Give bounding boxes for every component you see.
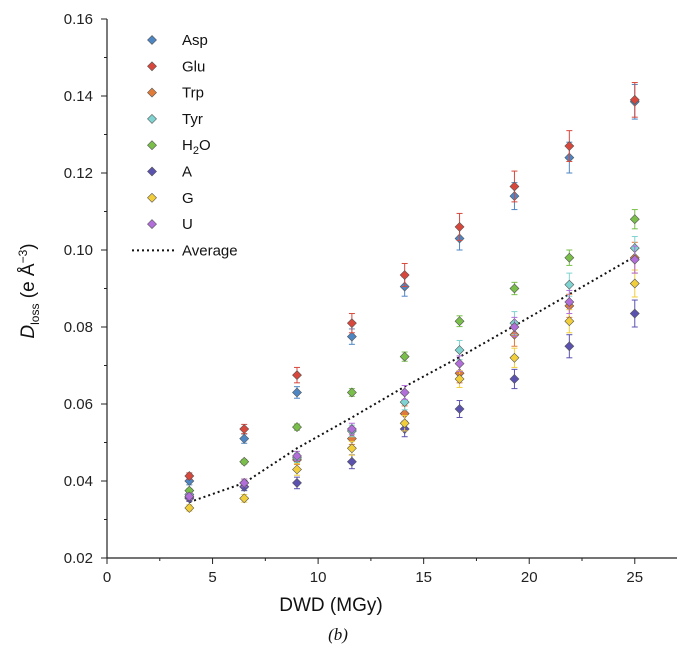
y-tick-label: 0.16 xyxy=(64,11,93,28)
data-point xyxy=(184,503,195,513)
series-4 xyxy=(184,236,640,500)
y-tick-label: 0.04 xyxy=(64,473,93,490)
data-point xyxy=(454,316,465,327)
data-point xyxy=(564,341,575,352)
legend-label: A xyxy=(182,164,192,181)
data-point xyxy=(292,370,302,381)
data-point xyxy=(292,451,302,461)
data-point xyxy=(564,252,575,263)
data-point xyxy=(346,456,357,467)
series-2 xyxy=(184,82,640,481)
y-axis-title-symbol: D xyxy=(18,325,39,339)
data-point xyxy=(629,308,640,319)
data-point xyxy=(564,297,575,307)
legend-label: Glu xyxy=(182,58,205,75)
legend-marker xyxy=(147,61,157,72)
data-point xyxy=(292,387,302,398)
y-tick-label: 0.12 xyxy=(64,165,93,182)
data-point xyxy=(629,94,640,105)
y-tick-label: 0.02 xyxy=(64,550,93,567)
y-axis-title-exponent: −3 xyxy=(16,249,30,263)
data-point xyxy=(629,254,640,265)
legend-marker xyxy=(147,87,157,98)
average-series-line xyxy=(189,255,636,504)
y-tick-label: 0.08 xyxy=(64,319,93,336)
data-point xyxy=(346,443,357,454)
series-8 xyxy=(184,245,640,502)
data-point xyxy=(292,422,302,433)
x-tick-label: 25 xyxy=(626,569,643,586)
data-point xyxy=(239,424,250,434)
series-3 xyxy=(184,241,640,503)
series-5 xyxy=(184,209,640,496)
data-point xyxy=(346,318,357,329)
legend-label: U xyxy=(182,216,193,233)
y-tick-label: 0.10 xyxy=(64,242,93,259)
panel-label: (b) xyxy=(328,625,348,644)
data-point xyxy=(509,352,520,363)
legend-label: Trp xyxy=(182,85,204,102)
legend-marker xyxy=(147,192,157,203)
x-tick-label: 10 xyxy=(310,569,327,586)
y-axis-title-subscript: loss xyxy=(28,304,42,325)
data-point xyxy=(629,214,640,225)
y-axis-title: Dloss (e Å−3) xyxy=(16,243,42,338)
y-axis: 0.02 0.04 0.06 0.08 0.10 0.12 0.14 0.16 xyxy=(64,11,107,567)
data-point xyxy=(239,478,250,488)
data-point xyxy=(454,358,465,369)
data-point xyxy=(564,316,575,327)
legend-label: Tyr xyxy=(182,111,203,128)
data-point xyxy=(184,471,195,481)
data-point xyxy=(399,418,410,429)
legend-marker xyxy=(147,140,157,151)
y-tick-label: 0.06 xyxy=(64,396,93,413)
data-point xyxy=(346,387,357,398)
x-axis-title: DWD (MGy) xyxy=(279,595,382,616)
data-point xyxy=(239,456,250,467)
data-point xyxy=(292,478,302,488)
data-point xyxy=(292,464,302,475)
x-tick-label: 5 xyxy=(208,569,216,586)
x-tick-label: 20 xyxy=(521,569,538,586)
legend-label-average: Average xyxy=(182,242,238,259)
data-point xyxy=(454,345,465,356)
data-point xyxy=(509,322,520,332)
data-point xyxy=(346,331,357,342)
series-6 xyxy=(184,299,640,504)
data-point xyxy=(564,141,575,151)
legend-marker xyxy=(147,113,157,124)
y-tick-label: 0.14 xyxy=(64,88,93,105)
average-line xyxy=(189,255,636,504)
data-point xyxy=(399,270,410,280)
data-point xyxy=(184,491,195,502)
x-tick-label: 15 xyxy=(415,569,432,586)
data-point xyxy=(399,351,410,362)
legend: Asp Glu Trp Tyr H2O AGU Average xyxy=(132,32,238,259)
data-series xyxy=(184,82,640,513)
data-point xyxy=(564,279,575,290)
y-axis-title-unit: (e Å xyxy=(18,263,39,303)
y-axis-title-unit-close: ) xyxy=(18,243,39,249)
legend-marker xyxy=(147,35,157,45)
legend-label: H2O xyxy=(182,137,211,157)
data-point xyxy=(629,278,640,289)
legend-label: G xyxy=(182,190,194,207)
data-point xyxy=(239,493,250,504)
legend-marker xyxy=(147,166,157,177)
data-point xyxy=(509,374,520,384)
data-point xyxy=(454,404,465,414)
data-point xyxy=(239,433,250,444)
legend-marker xyxy=(147,219,157,230)
data-point xyxy=(454,374,465,384)
data-point xyxy=(346,424,357,434)
data-point xyxy=(454,221,465,232)
data-point xyxy=(509,283,520,294)
x-axis: 0 5 10 15 20 25 xyxy=(103,558,643,586)
legend-label: Asp xyxy=(182,32,208,49)
x-tick-label: 0 xyxy=(103,569,111,586)
data-point xyxy=(399,387,410,398)
data-point xyxy=(509,181,520,192)
